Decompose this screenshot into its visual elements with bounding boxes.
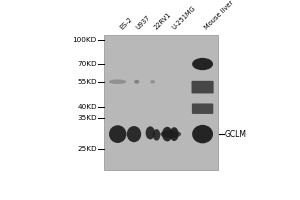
Ellipse shape <box>160 130 181 138</box>
Ellipse shape <box>170 127 178 141</box>
Ellipse shape <box>127 126 141 142</box>
Ellipse shape <box>134 80 139 84</box>
Text: U-251MG: U-251MG <box>171 5 197 31</box>
Ellipse shape <box>109 125 126 143</box>
Text: 100KD: 100KD <box>73 37 97 43</box>
Text: 35KD: 35KD <box>77 115 97 121</box>
Text: Mouse liver: Mouse liver <box>204 0 235 31</box>
Text: 55KD: 55KD <box>77 79 97 85</box>
Text: ES-2: ES-2 <box>119 16 134 31</box>
Ellipse shape <box>109 79 126 84</box>
Text: GCLM: GCLM <box>224 130 246 139</box>
Ellipse shape <box>192 125 213 143</box>
Text: U937: U937 <box>135 14 152 31</box>
Ellipse shape <box>150 80 155 83</box>
Text: 22RV1: 22RV1 <box>153 12 172 31</box>
Ellipse shape <box>192 58 213 70</box>
Text: 70KD: 70KD <box>77 61 97 67</box>
Ellipse shape <box>162 127 172 141</box>
FancyBboxPatch shape <box>191 81 214 93</box>
FancyBboxPatch shape <box>104 35 218 170</box>
Ellipse shape <box>153 129 160 141</box>
Text: 40KD: 40KD <box>77 104 97 110</box>
Ellipse shape <box>146 126 155 139</box>
FancyBboxPatch shape <box>192 103 213 114</box>
Text: 25KD: 25KD <box>77 146 97 152</box>
